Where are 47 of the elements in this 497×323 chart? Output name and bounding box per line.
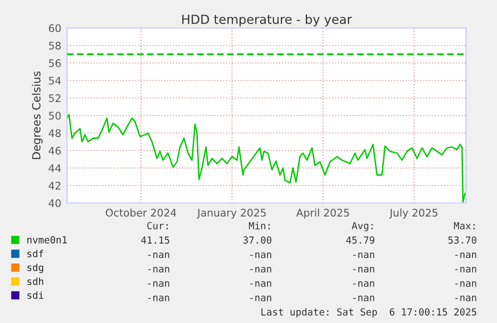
text: -nan [455, 296, 476, 302]
text: -nan [455, 252, 476, 258]
text: -nan [353, 296, 374, 302]
text: Min: [248, 222, 270, 230]
text: -nan [148, 281, 170, 287]
y-tick-label: 50 [48, 112, 61, 120]
y-tick-label: 58 [48, 42, 61, 50]
text: 41.15 [141, 236, 170, 244]
y-tick-label: 42 [48, 182, 60, 190]
legend-label: sdi [27, 291, 44, 299]
x-tick-label: April 2025 [296, 208, 349, 219]
y-tick-label: 48 [48, 129, 61, 138]
y-axis-title: Degrees Celsius [32, 71, 43, 159]
text: -nan [250, 266, 272, 272]
legend-label: sdh [27, 278, 44, 286]
legend-label: sdg [27, 264, 44, 274]
legend-label: nvme0n1 [27, 236, 67, 244]
y-tick-label: 40 [48, 199, 61, 208]
y-tick-label: 52 [48, 94, 60, 102]
text: 53.70 [448, 236, 476, 244]
text: -nan [148, 266, 170, 272]
text: -nan [148, 252, 170, 258]
text: Max: [454, 222, 475, 230]
text: -nan [250, 281, 272, 287]
text: 37.00 [243, 236, 272, 244]
text: -nan [353, 281, 374, 287]
y-tick-label: 56 [48, 59, 61, 68]
text: -nan [353, 266, 374, 272]
text: Cur: [147, 222, 168, 230]
text: -nan [148, 296, 170, 302]
text: -nan [250, 252, 272, 258]
text: Last update: Sat Sep 6 17:00:15 2025 [261, 308, 476, 318]
text: Avg: [352, 222, 373, 232]
legend-label: sdf [27, 250, 44, 258]
text: -nan [353, 252, 374, 258]
text: -nan [455, 281, 476, 287]
y-tick-label: 54 [48, 76, 61, 85]
x-tick-label: January 2025 [196, 208, 266, 219]
x-tick-label: October 2024 [106, 208, 176, 217]
y-tick-label: 44 [48, 164, 61, 172]
text: 45.79 [346, 236, 374, 244]
x-tick-label: July 2025 [389, 208, 438, 219]
text: -nan [250, 296, 272, 302]
chart-title: HDD temperature - by year [182, 14, 352, 26]
text: -nan [455, 266, 476, 272]
y-tick-label: 60 [48, 24, 61, 32]
y-tick-label: 46 [48, 146, 61, 155]
